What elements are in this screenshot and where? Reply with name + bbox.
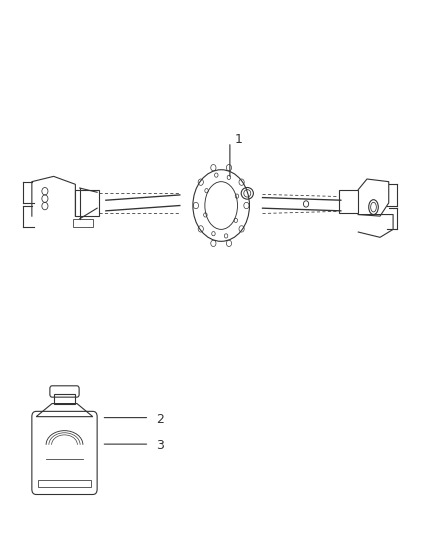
Text: 2: 2 (156, 413, 164, 426)
Text: 1: 1 (234, 133, 242, 146)
Text: 3: 3 (156, 439, 164, 452)
